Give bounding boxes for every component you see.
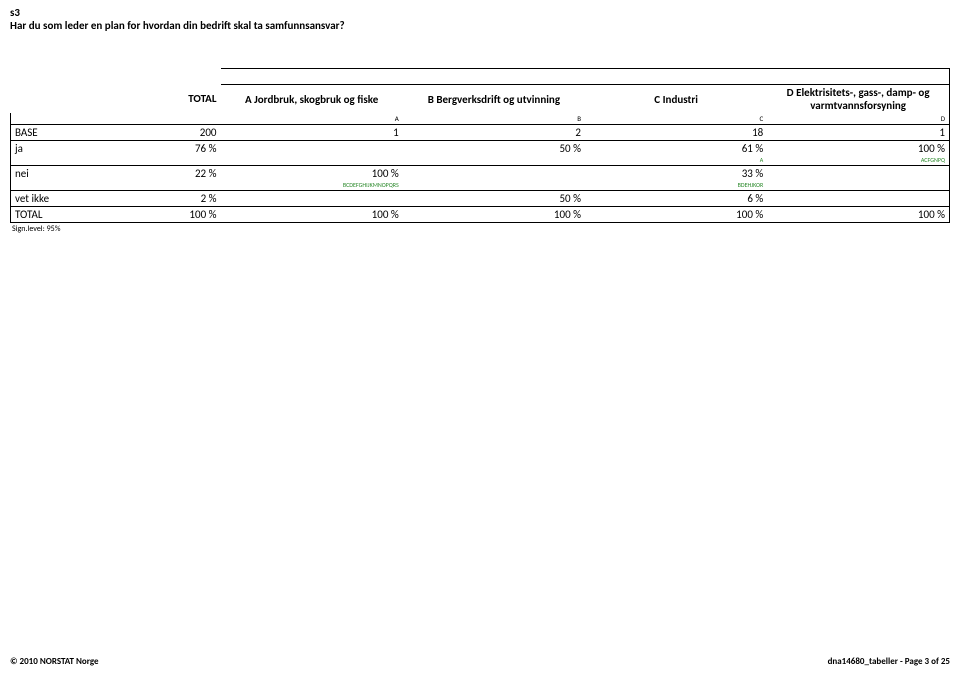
cell-label: TOTAL xyxy=(11,207,171,223)
col-letter-b: B xyxy=(403,113,585,125)
cell-value: 100 % xyxy=(171,207,221,223)
cell-value: 100 % xyxy=(221,166,403,182)
sig-value xyxy=(403,181,585,191)
cell-value: 100 % xyxy=(221,207,403,223)
sig-value: BCDEFGHIJKMNOPQRS xyxy=(221,181,403,191)
cell-value: 61 % xyxy=(585,141,767,157)
row-total: TOTAL 100 % 100 % 100 % 100 % 100 % xyxy=(11,207,950,223)
col-header-a: A Jordbruk, skogbruk og fiske xyxy=(221,85,403,114)
cell-value: 2 % xyxy=(171,191,221,207)
cell-value xyxy=(767,166,949,182)
cell-value: 100 % xyxy=(403,207,585,223)
sig-value xyxy=(221,156,403,166)
row-vetikke: vet ikke 2 % 50 % 6 % xyxy=(11,191,950,207)
sig-value: A xyxy=(585,156,767,166)
sig-value xyxy=(767,181,949,191)
cell-value: 6 % xyxy=(585,191,767,207)
cell-value xyxy=(403,166,585,182)
row-base: BASE 200 1 2 18 1 xyxy=(11,125,950,141)
sig-value: BDEHJKOR xyxy=(585,181,767,191)
cell-value: 22 % xyxy=(171,166,221,182)
cell-value: 100 % xyxy=(767,141,949,157)
cell-value: 1 xyxy=(767,125,949,141)
sig-value: ACFGNPQ xyxy=(767,156,949,166)
sign-level: Sign.level: 95% xyxy=(10,224,950,234)
row-nei-sig: BCDEFGHIJKMNOPQRS BDEHJKOR xyxy=(11,181,950,191)
cell-label: ja xyxy=(11,141,171,157)
cell-label: nei xyxy=(11,166,171,182)
cell-value: 2 xyxy=(403,125,585,141)
col-letter-a: A xyxy=(221,113,403,125)
row-nei: nei 22 % 100 % 33 % xyxy=(11,166,950,182)
cell-value: 100 % xyxy=(585,207,767,223)
sig-value xyxy=(403,156,585,166)
cell-value xyxy=(221,191,403,207)
row-ja-sig: A ACFGNPQ xyxy=(11,156,950,166)
footer-page: dna14680_tabeller - Page 3 of 25 xyxy=(828,656,950,667)
row-ja: ja 76 % 50 % 61 % 100 % xyxy=(11,141,950,157)
cell-value: 33 % xyxy=(585,166,767,182)
section-id: s3 xyxy=(10,6,950,19)
cell-value xyxy=(767,191,949,207)
col-letter-d: D xyxy=(767,113,949,125)
col-header-c: C Industri xyxy=(585,85,767,114)
cell-label: vet ikke xyxy=(11,191,171,207)
col-header-total: TOTAL xyxy=(171,85,221,114)
cell-value: 18 xyxy=(585,125,767,141)
cell-value: 200 xyxy=(171,125,221,141)
header-band xyxy=(221,69,950,85)
footer-copyright: © 2010 NORSTAT Norge xyxy=(10,656,99,667)
cell-value: 100 % xyxy=(767,207,949,223)
cell-value: 76 % xyxy=(171,141,221,157)
cell-value xyxy=(221,141,403,157)
question-text: Har du som leder en plan for hvordan din… xyxy=(10,19,950,32)
cell-value: 50 % xyxy=(403,141,585,157)
col-letter-c: C xyxy=(585,113,767,125)
col-header-b: B Bergverksdrift og utvinning xyxy=(403,85,585,114)
cell-value: 50 % xyxy=(403,191,585,207)
cell-value: 1 xyxy=(221,125,403,141)
crosstab-table: TOTAL A Jordbruk, skogbruk og fiske B Be… xyxy=(10,68,950,223)
col-header-d: D Elektrisitets-, gass-, damp- og varmtv… xyxy=(767,85,949,114)
cell-label: BASE xyxy=(11,125,171,141)
